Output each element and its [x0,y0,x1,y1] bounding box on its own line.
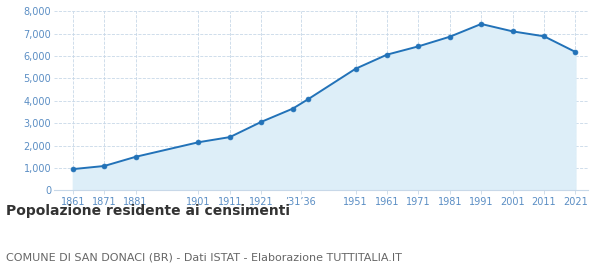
Text: COMUNE DI SAN DONACI (BR) - Dati ISTAT - Elaborazione TUTTITALIA.IT: COMUNE DI SAN DONACI (BR) - Dati ISTAT -… [6,252,402,262]
Text: Popolazione residente ai censimenti: Popolazione residente ai censimenti [6,204,290,218]
